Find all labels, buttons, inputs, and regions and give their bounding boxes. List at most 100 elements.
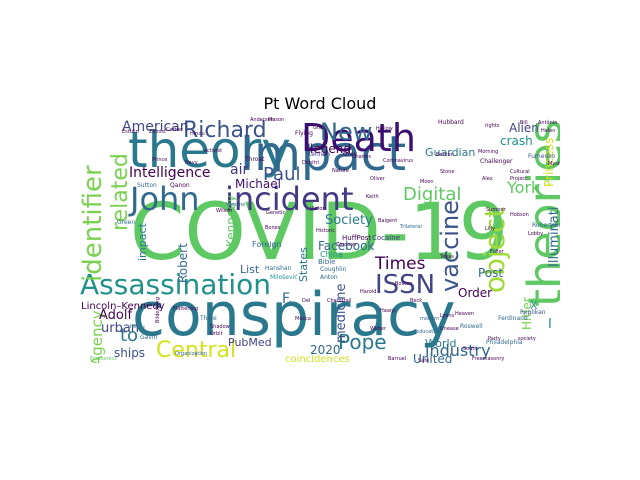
word-hubbard-67: Hubbard xyxy=(438,119,464,126)
word-bill-115: Bill xyxy=(520,120,528,126)
word-assassination-8: Assassination xyxy=(80,268,271,301)
word-alex-112: Alex xyxy=(482,176,493,182)
word-pope-16: Pope xyxy=(338,330,387,354)
word-legend-46: legend xyxy=(310,142,351,156)
word-york-26: York xyxy=(507,178,541,197)
word-haarp-132: Haarp xyxy=(380,308,396,314)
word-f-55: F. xyxy=(282,291,293,307)
word-charles-104: Charles xyxy=(352,154,371,160)
word-oliver-138: Oliver xyxy=(370,176,385,182)
word-vaccine-91: Vaccine xyxy=(226,202,246,208)
word-benton-99: Benton xyxy=(436,152,454,158)
word-guardian-29: Guardian xyxy=(425,146,476,159)
word-cultural-87: Cultural xyxy=(510,169,530,175)
word-huffpost-61: HuffPost xyxy=(342,234,372,242)
word-lobby-117: Lobby xyxy=(528,231,544,237)
word-mecca-150: Mecca xyxy=(295,316,311,322)
word-american-23: American xyxy=(122,119,189,135)
word-trilateral-94: Trilateral xyxy=(400,224,422,230)
word-john-7: John xyxy=(130,180,200,218)
word-theory-2: theory xyxy=(128,121,291,179)
word-society-30: Society xyxy=(325,213,373,228)
word-coronavirus-126: Coronavirus xyxy=(383,158,413,164)
word-foreign-58: Foreign xyxy=(252,240,282,249)
word-air-45: air xyxy=(230,162,249,178)
word-new-14: New xyxy=(320,118,373,146)
word-lyons-133: Lyons xyxy=(440,313,455,319)
chart-title: Pt Word Cloud xyxy=(263,94,377,113)
word-party-95: Party xyxy=(488,336,501,342)
word-richard-15: Richard xyxy=(183,118,267,143)
word-hobson-119: Hobson xyxy=(510,212,529,218)
word-cartier-136: Cartier xyxy=(166,127,184,133)
word-impact-3: Impact xyxy=(240,126,407,182)
word-texas-149: Texas xyxy=(440,254,454,260)
word-modern-93: modern xyxy=(420,316,440,322)
word-barruel-110: Barruel xyxy=(388,356,407,362)
word-dimitri-127: Dimitri xyxy=(302,160,319,166)
word-heaven-144: Heaven xyxy=(455,311,475,317)
word-illuminati-32: Illuminati xyxy=(547,206,560,268)
word-safe-97: Safe xyxy=(418,358,430,364)
word-qanon-83: Qanon xyxy=(170,182,190,189)
word-roswell-64: Roswell xyxy=(460,323,483,330)
word-genetic-122: Genetic xyxy=(266,210,286,216)
word-harold-106: Harold xyxy=(360,289,377,295)
word-cocaine-62: Cocaine xyxy=(372,234,400,242)
word-adolf-34: Adolf xyxy=(99,308,133,323)
word-organization-98: Organization xyxy=(175,351,207,357)
word-order-41: Order xyxy=(458,286,493,300)
word-unease-134: Unease xyxy=(440,326,459,332)
word-boston-152: Boston xyxy=(395,281,413,287)
word-vaccine-13: vaccine xyxy=(436,200,464,292)
word-philadelphia-65: Philadelphia xyxy=(486,339,523,346)
word-anton-76: Anton xyxy=(320,274,338,281)
word-coughlin-75: Coughlin xyxy=(320,266,347,273)
word-anderson-129: Anderson xyxy=(250,117,274,123)
word-impact-48: impact xyxy=(136,223,149,261)
word-freemasonry-109: Freemasonry xyxy=(472,356,505,362)
word-zionist-86: Zionist xyxy=(149,129,166,135)
word-project-88: Project xyxy=(510,176,528,182)
word-covid-19-0: COVID-19 xyxy=(130,188,509,278)
word-sumner-118: Sumner xyxy=(486,207,506,213)
word-alien-27: Alien xyxy=(509,121,539,135)
word-weber-145: Weber xyxy=(370,326,387,332)
word-medicine-52: medicine xyxy=(334,283,349,343)
word-navy-148: Navy xyxy=(185,160,198,166)
word-lilly-139: Lilly xyxy=(485,226,495,232)
word-states-51: States xyxy=(297,247,310,282)
word-activist-90: activist xyxy=(204,148,223,154)
word-south-96: South xyxy=(463,346,478,352)
word-facebook-31: Facebook xyxy=(318,239,375,253)
word-orbit-141: Orbit xyxy=(210,331,223,337)
word-x-56: X xyxy=(530,299,538,312)
word-rights-116: rights xyxy=(485,123,500,129)
word-urban-35: urban xyxy=(101,321,140,336)
word-flattening-70: Flattening xyxy=(173,306,199,312)
word-thule-63: Thule xyxy=(200,315,217,322)
word-ferdinand-71: Ferdinand xyxy=(498,315,528,322)
word-victor-140: Victor xyxy=(310,206,325,212)
word-shadow-146: Shadow xyxy=(210,324,230,330)
word-coincidences-54: coincidences xyxy=(285,354,350,364)
word-flying-84: Flying xyxy=(295,130,313,137)
word-cloud: COVID-19 conspiracy theory Impact theories De… xyxy=(80,117,560,363)
word-bilderberg-107: Bilderberg xyxy=(155,297,161,323)
word-crash-28: crash xyxy=(500,134,533,148)
word-bible-60: Bible xyxy=(318,258,336,266)
word-pubmed-37: PubMed xyxy=(228,336,272,349)
word-del-103: Del xyxy=(302,298,311,304)
word-paul-18: Paul xyxy=(263,164,301,185)
word-mystic-135: Mystic xyxy=(548,161,560,167)
word-hanshan-73: Hanshan xyxy=(265,265,292,272)
word-michael-44: Michael xyxy=(235,177,281,191)
word-beck-151: Beck xyxy=(410,298,423,304)
word-to-22: to xyxy=(120,325,139,346)
word-death-5: Death xyxy=(301,117,416,160)
word-estulin-85: Estulin xyxy=(122,129,139,135)
word-fumenko-68: Fumenko xyxy=(528,153,556,160)
word-throat-79: Throat xyxy=(245,156,265,163)
word-industry-21: industry xyxy=(425,341,491,360)
word-china-59: China xyxy=(320,250,343,259)
